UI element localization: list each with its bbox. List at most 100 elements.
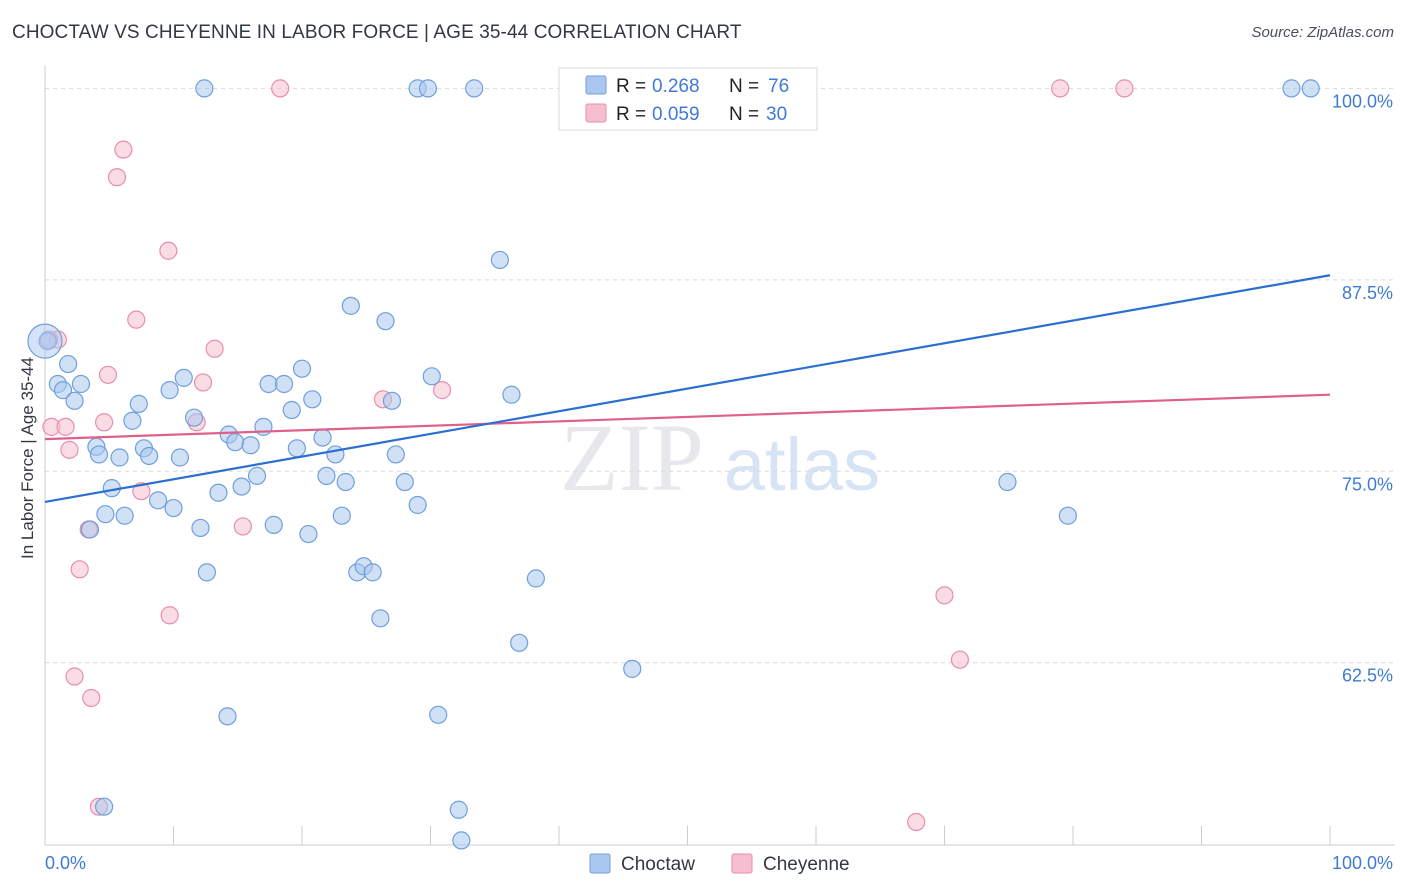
axes: 0.0% 100.0% bbox=[44, 66, 1395, 873]
choctaw-n-label: N = bbox=[729, 76, 759, 97]
choctaw-point bbox=[191, 518, 210, 538]
cheyenne-point bbox=[1051, 79, 1070, 98]
choctaw-point bbox=[123, 411, 142, 430]
choctaw-point bbox=[371, 609, 390, 628]
choctaw-point bbox=[998, 472, 1017, 492]
choctaw-point bbox=[510, 633, 529, 652]
choctaw-point bbox=[264, 515, 283, 534]
legend-choctaw-label: Choctaw bbox=[621, 854, 695, 875]
stats-legend: R = 0.268 N = 76 R = 0.059 N = 30 bbox=[558, 67, 818, 131]
cheyenne-point bbox=[159, 241, 178, 260]
legend-choctaw-swatch bbox=[589, 853, 611, 874]
choctaw-point bbox=[332, 506, 351, 525]
watermark: ZIP atlas bbox=[560, 404, 880, 511]
choctaw-point bbox=[247, 466, 267, 485]
choctaw-point bbox=[282, 400, 301, 420]
cheyenne-point bbox=[233, 517, 252, 536]
choctaw-point bbox=[336, 472, 355, 492]
choctaw-point bbox=[623, 659, 642, 678]
choctaw-point bbox=[184, 408, 204, 427]
cheyenne-r-value: 0.059 bbox=[652, 104, 700, 125]
choctaw-point bbox=[395, 472, 414, 492]
choctaw-point bbox=[526, 569, 545, 588]
cheyenne-point bbox=[432, 381, 452, 400]
choctaw-point bbox=[465, 79, 484, 98]
x-tick-label: 100.0% bbox=[1332, 853, 1393, 873]
cheyenne-point bbox=[205, 339, 224, 358]
legend-cheyenne-label: Cheyenne bbox=[763, 854, 850, 875]
cheyenne-point bbox=[98, 365, 118, 384]
choctaw-point bbox=[292, 359, 312, 378]
choctaw-trend-line bbox=[44, 274, 1331, 504]
choctaw-points bbox=[27, 79, 1320, 850]
choctaw-point bbox=[139, 446, 159, 466]
choctaw-point bbox=[80, 520, 100, 539]
choctaw-point bbox=[408, 495, 427, 515]
cheyenne-point bbox=[56, 417, 75, 436]
choctaw-point bbox=[299, 524, 318, 544]
choctaw-point bbox=[1282, 79, 1301, 98]
watermark-atlas: atlas bbox=[724, 423, 880, 506]
choctaw-point bbox=[65, 391, 84, 410]
source-credit: Source: ZipAtlas.com bbox=[1251, 24, 1394, 41]
choctaw-point bbox=[1301, 79, 1320, 98]
trend-lines bbox=[44, 274, 1331, 504]
y-tick-label: 75.0% bbox=[1342, 474, 1393, 494]
chart-title: CHOCTAW VS CHEYENNE IN LABOR FORCE | AGE… bbox=[12, 22, 742, 43]
choctaw-point bbox=[209, 483, 228, 502]
cheyenne-n-value: 30 bbox=[766, 104, 787, 125]
choctaw-r-label: R = bbox=[616, 76, 646, 97]
cheyenne-point bbox=[65, 667, 84, 686]
choctaw-r-value: 0.268 bbox=[652, 76, 700, 97]
cheyenne-point bbox=[193, 373, 213, 392]
choctaw-point bbox=[160, 381, 179, 400]
choctaw-point bbox=[59, 354, 78, 374]
cheyenne-point bbox=[127, 310, 146, 329]
choctaw-point bbox=[241, 436, 260, 455]
cheyenne-swatch bbox=[585, 103, 607, 123]
choctaw-point bbox=[303, 390, 322, 409]
choctaw-point bbox=[382, 391, 402, 410]
cheyenne-point bbox=[107, 168, 127, 187]
cheyenne-point bbox=[70, 560, 89, 579]
gridlines: 62.5% 75.0% 87.5% 100.0% bbox=[45, 87, 1395, 686]
watermark-zip: ZIP bbox=[560, 404, 704, 511]
choctaw-point bbox=[89, 445, 109, 464]
cheyenne-point bbox=[60, 440, 79, 459]
choctaw-point bbox=[226, 433, 245, 452]
choctaw-point-large bbox=[27, 323, 63, 359]
choctaw-point bbox=[1058, 506, 1077, 525]
choctaw-point bbox=[96, 505, 115, 524]
choctaw-point bbox=[287, 439, 306, 458]
choctaw-point bbox=[376, 312, 395, 331]
cheyenne-point bbox=[82, 688, 101, 708]
cheyenne-point bbox=[160, 606, 179, 625]
choctaw-swatch bbox=[585, 75, 607, 95]
cheyenne-point bbox=[935, 586, 954, 605]
choctaw-point bbox=[386, 445, 405, 464]
choctaw-point bbox=[449, 800, 468, 819]
choctaw-point bbox=[129, 394, 148, 413]
choctaw-point bbox=[218, 707, 237, 726]
choctaw-point bbox=[502, 385, 521, 404]
choctaw-point bbox=[95, 797, 114, 816]
cheyenne-point bbox=[132, 482, 151, 501]
choctaw-point bbox=[341, 296, 360, 315]
choctaw-point bbox=[174, 368, 193, 387]
choctaw-point bbox=[490, 250, 509, 270]
y-tick-label: 62.5% bbox=[1342, 666, 1393, 686]
choctaw-point bbox=[115, 506, 134, 525]
choctaw-point bbox=[232, 477, 251, 496]
choctaw-point bbox=[164, 498, 183, 518]
choctaw-point bbox=[259, 374, 278, 394]
choctaw-point bbox=[148, 491, 168, 510]
cheyenne-point bbox=[114, 140, 133, 159]
cheyenne-trend-line bbox=[44, 393, 1331, 441]
choctaw-point bbox=[110, 448, 129, 467]
choctaw-point bbox=[429, 705, 448, 724]
choctaw-point bbox=[170, 448, 190, 467]
choctaw-point bbox=[452, 831, 471, 850]
cheyenne-r-label: R = bbox=[616, 104, 646, 125]
cheyenne-point bbox=[271, 79, 290, 98]
x-tick-label: 0.0% bbox=[45, 853, 86, 873]
